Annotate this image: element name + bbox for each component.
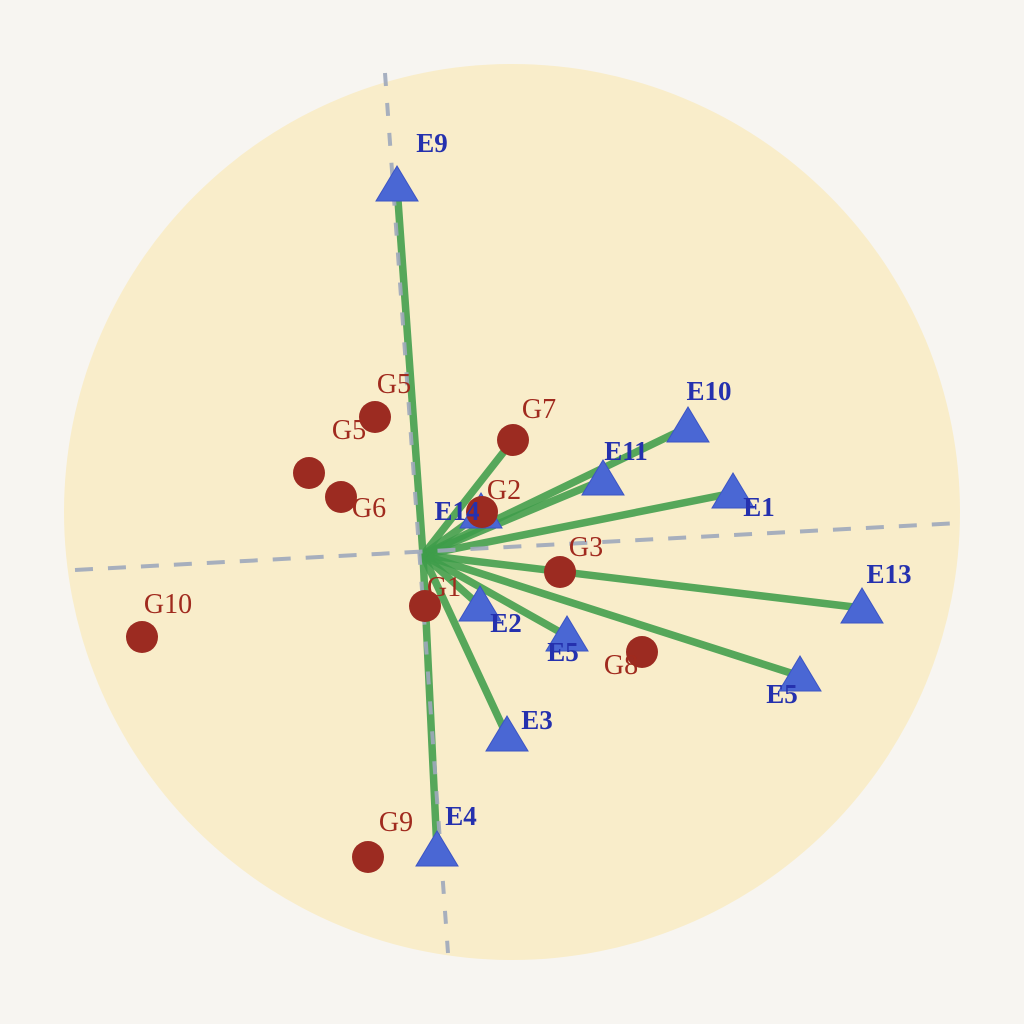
- species-dot-G7: [497, 424, 529, 456]
- env-triangle-E5: [545, 615, 589, 652]
- env-label-E10: E10: [686, 376, 731, 406]
- env-label-E5: E5: [766, 679, 798, 709]
- env-label-E5: E5: [547, 637, 579, 667]
- vector-to-E9: [393, 182, 427, 559]
- label-layer: E9 E10 E11 E1 E13 E5 E5 E2 E3 E4 E14 G5 G5 G6 G7 G2 G3 G1…: [144, 128, 912, 838]
- species-label-G9: G9: [379, 807, 413, 838]
- vector-to-E1: [419, 489, 737, 559]
- env-label-E13: E13: [866, 559, 911, 589]
- species-label-G5: G5: [332, 415, 366, 446]
- env-label-E9: E9: [416, 128, 448, 158]
- species-label-G5: G5: [377, 369, 411, 400]
- env-triangle-E13: [840, 587, 884, 624]
- vector-to-E5: [419, 551, 571, 640]
- env-label-E2: E2: [490, 608, 522, 638]
- env-label-E1: E1: [743, 492, 775, 522]
- species-dot-G10: [126, 621, 158, 653]
- env-triangle-E9: [375, 165, 419, 202]
- species-label-G1: G1: [427, 572, 461, 603]
- species-label-G7: G7: [522, 394, 556, 425]
- species-dot-layer: [126, 401, 658, 873]
- species-dot-G5: [359, 401, 391, 433]
- horizontal-dashed-axis: [74, 521, 961, 572]
- env-triangle-E5: [778, 655, 822, 692]
- env-label-E4: E4: [445, 801, 477, 831]
- vector-to-G7: [419, 436, 517, 559]
- env-triangle-E2: [458, 585, 502, 622]
- species-dot-G6: [325, 481, 357, 513]
- env-label-E11: E11: [604, 436, 648, 466]
- vector-to-E5: [419, 551, 804, 680]
- species-dot-G3: [544, 556, 576, 588]
- species-dot-G8: [626, 636, 658, 668]
- vector-to-E11: [419, 476, 607, 559]
- species-dot-G5: [293, 457, 325, 489]
- env-triangle-E4: [415, 830, 459, 867]
- species-label-G6: G6: [352, 493, 386, 524]
- env-triangle-E1: [711, 472, 755, 509]
- species-dot-G1: [409, 590, 441, 622]
- vector-to-E13: [419, 551, 866, 612]
- species-label-G10: G10: [144, 589, 192, 620]
- env-triangle-layer: [375, 165, 884, 867]
- species-dot-G2: [466, 496, 498, 528]
- env-label-E14: E14: [434, 496, 479, 526]
- env-triangle-E3: [485, 715, 529, 752]
- species-label-G8: G8: [604, 650, 638, 681]
- species-label-G2: G2: [487, 475, 521, 506]
- dashed-axes-layer: [74, 72, 961, 954]
- species-dot-G9: [352, 841, 384, 873]
- species-label-G3: G3: [569, 532, 603, 563]
- env-triangle-E11: [581, 459, 625, 496]
- env-label-E3: E3: [521, 705, 553, 735]
- vector-to-E3: [419, 551, 511, 740]
- env-triangle-E10: [666, 406, 710, 443]
- vector-to-E2: [419, 551, 484, 610]
